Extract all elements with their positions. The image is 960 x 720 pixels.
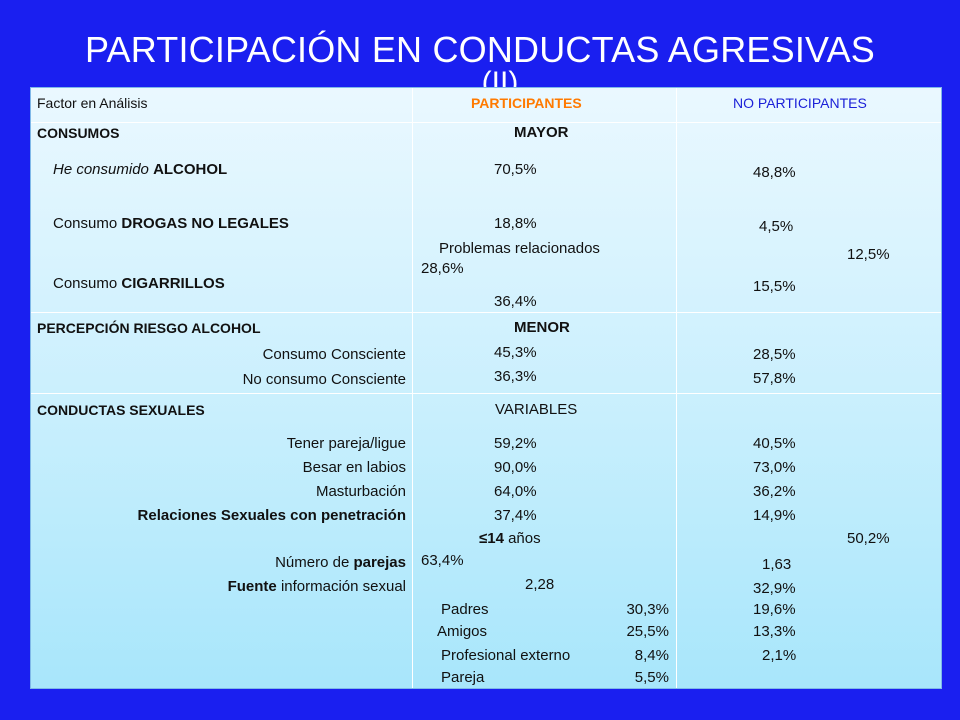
relaciones-no-participantes: 14,9%	[753, 507, 796, 524]
fuente-profesional-label: Profesional externo	[441, 647, 571, 664]
problemas-no-participantes: 12,5%	[847, 246, 890, 263]
problemas-label: Problemas relacionados	[439, 240, 600, 257]
edad-no-participantes: 50,2%	[847, 530, 890, 547]
besar-no-participantes: 73,0%	[753, 459, 796, 476]
cigarrillos-no-participantes: 15,5%	[753, 278, 796, 295]
consumos-tag: MAYOR	[514, 124, 569, 141]
header-factor: Factor en Análisis	[37, 95, 148, 111]
row-divider	[31, 122, 941, 123]
fuente-no-participantes: 32,9%	[753, 580, 796, 597]
row-divider	[31, 312, 941, 313]
sexuales-tag: VARIABLES	[495, 401, 578, 418]
row-pareja-label: Tener pareja/ligue	[286, 435, 406, 452]
header-participantes: PARTICIPANTES	[471, 95, 582, 111]
row-masturbacion-label: Masturbación	[315, 483, 406, 500]
column-divider	[412, 88, 413, 688]
pareja-participantes: 59,2%	[494, 435, 537, 452]
masturbacion-no-participantes: 36,2%	[753, 483, 796, 500]
cigarrillos-participantes: 36,4%	[494, 293, 537, 310]
page-title-continuation: (II)	[481, 68, 519, 90]
besar-participantes: 90,0%	[494, 459, 537, 476]
fuente-pareja-label: Pareja	[441, 669, 485, 686]
fuente-pareja-participantes: 5,5%	[634, 669, 669, 686]
consciente-no-participantes: 28,5%	[753, 346, 796, 363]
fuente-profesional-participantes: 8,4%	[634, 647, 669, 664]
row-fuente-label: Fuente información sexual	[227, 578, 406, 595]
no-consciente-participantes: 36,3%	[494, 368, 537, 385]
no-consciente-no-participantes: 57,8%	[753, 370, 796, 387]
consciente-participantes: 45,3%	[494, 344, 537, 361]
masturbacion-participantes: 64,0%	[494, 483, 537, 500]
fuente-padres-label: Padres	[441, 601, 489, 618]
header-no-participantes: NO PARTICIPANTES	[733, 95, 867, 111]
section-percepcion: PERCEPCIÓN RIESGO ALCOHOL	[37, 320, 261, 336]
drogas-no-participantes: 4,5%	[759, 218, 794, 235]
row-divider	[31, 393, 941, 394]
section-consumos: CONSUMOS	[37, 125, 120, 141]
fuente-profesional-no-participantes: 2,1%	[762, 647, 797, 664]
alcohol-no-participantes: 48,8%	[753, 164, 796, 181]
fuente-padres-no-participantes: 19,6%	[753, 601, 796, 618]
fuente-amigos-label: Amigos	[437, 623, 488, 640]
edad-participantes: 63,4%	[421, 552, 464, 569]
edad-label: ≤14 años	[479, 530, 541, 547]
num-parejas-participantes: 2,28	[525, 576, 555, 593]
row-num-parejas-label: Número de parejas	[275, 554, 406, 571]
drogas-participantes: 18,8%	[494, 215, 537, 232]
fuente-amigos-participantes: 25,5%	[626, 623, 669, 640]
section-conductas-sexuales: CONDUCTAS SEXUALES	[37, 402, 205, 418]
row-cigarrillos-label: Consumo CIGARRILLOS	[53, 275, 225, 292]
percepcion-tag: MENOR	[514, 319, 570, 336]
row-relaciones-label: Relaciones Sexuales con penetración	[137, 507, 406, 524]
row-besar-label: Besar en labios	[302, 459, 406, 476]
pareja-no-participantes: 40,5%	[753, 435, 796, 452]
page-title: PARTICIPACIÓN EN CONDUCTAS AGRESIVAS	[84, 29, 875, 70]
row-no-consumo-consciente-label: No consumo Consciente	[242, 371, 406, 388]
data-table: Factor en Análisis PARTICIPANTES NO PART…	[30, 87, 942, 689]
num-parejas-no-participantes: 1,63	[762, 556, 792, 573]
row-alcohol-label: He consumido ALCOHOL	[53, 161, 228, 178]
row-drogas-label: Consumo DROGAS NO LEGALES	[53, 215, 289, 232]
relaciones-participantes: 37,4%	[494, 507, 537, 524]
problemas-participantes: 28,6%	[421, 260, 464, 277]
fuente-padres-participantes: 30,3%	[626, 601, 669, 618]
fuente-amigos-no-participantes: 13,3%	[753, 623, 796, 640]
row-consumo-consciente-label: Consumo Consciente	[262, 346, 406, 363]
column-divider	[676, 88, 677, 688]
alcohol-participantes: 70,5%	[494, 161, 537, 178]
